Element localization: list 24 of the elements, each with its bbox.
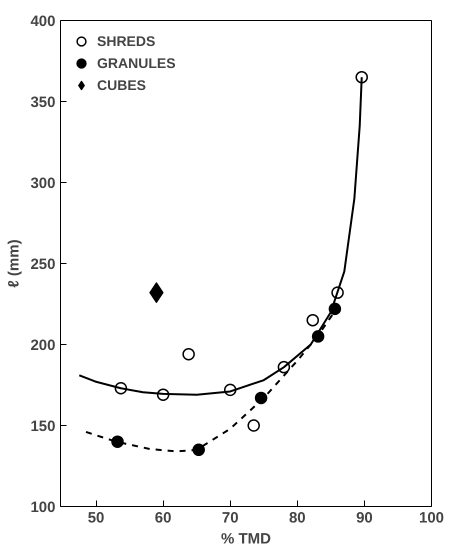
x-tick-label: 80 (288, 510, 306, 526)
y-axis-title: ℓ (mm) (5, 239, 22, 288)
legend-label: CUBES (97, 77, 146, 93)
point (111, 435, 124, 448)
y-tick-label: 350 (30, 94, 56, 111)
x-axis-title: % TMD (221, 530, 272, 548)
point (254, 392, 268, 404)
point (192, 444, 205, 456)
y-tick-label: 250 (30, 256, 56, 273)
x-tick-label: 50 (88, 510, 104, 526)
legend-label: SHREDS (97, 33, 156, 49)
y-tick-label: 200 (30, 337, 56, 354)
y-tick-label: 100 (30, 499, 56, 516)
x-tick-label: 60 (154, 510, 172, 526)
legend-label: GRANULES (97, 55, 176, 71)
point (182, 348, 195, 360)
x-tick-label: 70 (222, 510, 239, 526)
y-tick-label: 150 (30, 418, 56, 435)
x-tick-label: 90 (356, 510, 373, 526)
x-tick-label: 100 (418, 510, 444, 526)
y-tick-label: 300 (30, 175, 56, 192)
y-tick-label: 400 (30, 13, 56, 30)
point (247, 419, 260, 432)
point (306, 314, 320, 326)
